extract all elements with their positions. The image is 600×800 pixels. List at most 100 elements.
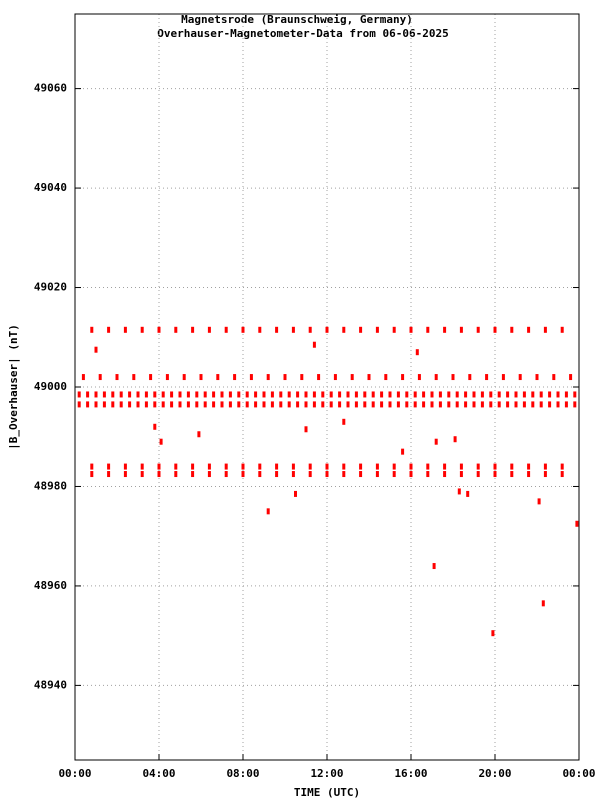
data-point: [363, 391, 367, 398]
data-point: [354, 401, 358, 408]
data-point: [560, 471, 564, 478]
data-point: [270, 391, 274, 398]
data-point: [501, 374, 505, 381]
data-point: [371, 391, 375, 398]
data-point: [430, 391, 434, 398]
data-point: [308, 463, 312, 470]
data-point: [409, 326, 413, 333]
x-tick-label: 04:00: [142, 767, 175, 780]
data-point: [207, 471, 211, 478]
data-point: [541, 600, 545, 607]
data-point: [123, 471, 127, 478]
data-point: [464, 401, 468, 408]
data-point: [157, 463, 161, 470]
data-point: [443, 463, 447, 470]
data-point: [396, 401, 400, 408]
data-point: [258, 463, 262, 470]
data-point: [342, 326, 346, 333]
data-point: [493, 463, 497, 470]
data-point: [380, 401, 384, 408]
data-point: [237, 401, 241, 408]
data-point: [556, 401, 560, 408]
x-tick-label: 08:00: [226, 767, 259, 780]
data-point: [575, 520, 579, 527]
data-point: [432, 563, 436, 570]
data-point: [476, 463, 480, 470]
data-point: [375, 471, 379, 478]
x-tick-label: 20:00: [478, 767, 511, 780]
data-point: [241, 326, 245, 333]
data-point: [491, 630, 495, 637]
data-point: [140, 326, 144, 333]
data-point: [346, 401, 350, 408]
data-point: [409, 471, 413, 478]
data-point: [401, 448, 405, 455]
data-point: [506, 401, 510, 408]
data-point: [438, 401, 442, 408]
data-point: [153, 423, 157, 430]
data-point: [413, 401, 417, 408]
data-point: [422, 391, 426, 398]
data-point: [119, 401, 123, 408]
data-point: [388, 391, 392, 398]
data-point: [262, 391, 266, 398]
data-point: [102, 401, 106, 408]
data-point: [560, 463, 564, 470]
data-point: [409, 463, 413, 470]
x-tick-label: 16:00: [394, 767, 427, 780]
data-point: [111, 391, 115, 398]
data-point: [342, 418, 346, 425]
data-point: [569, 374, 573, 381]
data-point: [207, 326, 211, 333]
data-point: [346, 391, 350, 398]
data-point: [443, 326, 447, 333]
data-point: [270, 401, 274, 408]
data-point: [537, 498, 541, 505]
data-point: [413, 391, 417, 398]
data-point: [224, 463, 228, 470]
data-point: [342, 463, 346, 470]
data-point: [174, 463, 178, 470]
data-point: [128, 391, 132, 398]
data-point: [522, 391, 526, 398]
data-point: [497, 401, 501, 408]
data-point: [564, 401, 568, 408]
data-point: [312, 401, 316, 408]
data-point: [430, 401, 434, 408]
data-point: [472, 391, 476, 398]
data-point: [275, 326, 279, 333]
data-point: [543, 471, 547, 478]
data-point: [527, 463, 531, 470]
data-point: [325, 463, 329, 470]
data-point: [321, 391, 325, 398]
data-point: [203, 391, 207, 398]
data-point: [161, 391, 165, 398]
y-tick-label: 49000: [34, 380, 67, 393]
data-point: [119, 391, 123, 398]
data-point: [197, 431, 201, 438]
data-point: [128, 401, 132, 408]
data-point: [527, 326, 531, 333]
data-point: [195, 401, 199, 408]
data-point: [443, 471, 447, 478]
data-point: [543, 326, 547, 333]
data-point: [86, 401, 90, 408]
data-point: [417, 374, 421, 381]
data-point: [287, 401, 291, 408]
data-point: [401, 374, 405, 381]
data-point: [468, 374, 472, 381]
data-point: [539, 401, 543, 408]
data-point: [359, 326, 363, 333]
data-point: [480, 391, 484, 398]
data-point: [422, 401, 426, 408]
data-point: [434, 438, 438, 445]
data-point: [466, 490, 470, 497]
data-point: [228, 401, 232, 408]
data-point: [338, 391, 342, 398]
data-point: [375, 463, 379, 470]
data-point: [493, 326, 497, 333]
x-axis-label: TIME (UTC): [294, 786, 360, 799]
data-point: [464, 391, 468, 398]
y-tick-label: 49020: [34, 281, 67, 294]
